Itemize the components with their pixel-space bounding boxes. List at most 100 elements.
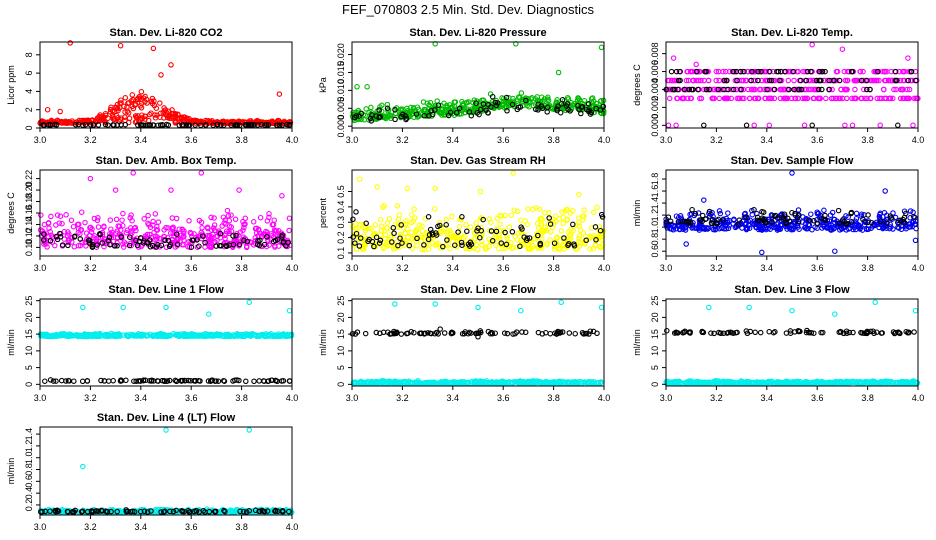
point-main (447, 245, 453, 252)
point-main (405, 233, 412, 240)
point-main (205, 234, 212, 240)
point-main (420, 99, 427, 105)
point-main-outlier (510, 170, 517, 176)
point-main (48, 213, 54, 220)
point-main (836, 95, 842, 102)
y-tick-label: 1.4 (650, 197, 660, 210)
point-reference (157, 122, 164, 128)
point-main (408, 229, 415, 236)
point-main-outlier (839, 46, 846, 52)
point-main (257, 214, 264, 221)
point-reference (673, 68, 680, 75)
point-main (101, 235, 107, 242)
point-main-outlier (665, 122, 672, 129)
point-main (157, 114, 163, 120)
point-main (414, 226, 420, 232)
y-axis-label: percent (318, 197, 328, 228)
point-main (122, 95, 129, 101)
point-reference (400, 111, 406, 118)
point-reference (478, 106, 484, 113)
data-points (663, 299, 921, 387)
point-reference (777, 77, 783, 84)
point-main (368, 225, 374, 232)
y-tick-label: 0.000 (650, 114, 660, 137)
data-points (37, 427, 295, 516)
y-tick-label: 10 (24, 346, 34, 356)
point-main (683, 77, 690, 84)
point-main (408, 219, 415, 226)
point-main (463, 222, 469, 228)
point-main (426, 102, 432, 108)
y-tick-label: 25 (336, 296, 346, 306)
point-main (815, 95, 821, 102)
y-tick-label: 0.10 (24, 239, 34, 257)
point-main (379, 102, 385, 109)
point-reference (147, 244, 154, 250)
x-tick-label: 3.0 (346, 135, 359, 145)
point-reference (892, 68, 899, 75)
point-main (598, 98, 604, 104)
y-tick-label: 0.005 (336, 97, 346, 120)
point-main (806, 77, 812, 84)
point-reference (166, 243, 173, 250)
y-tick-label: 0.008 (650, 42, 660, 65)
point-reference (489, 93, 496, 100)
point-main (419, 223, 425, 229)
point-reference (369, 112, 375, 118)
point-main (852, 95, 859, 102)
point-reference (213, 243, 219, 249)
x-tick-label: 4.0 (598, 135, 611, 145)
point-main (673, 77, 680, 84)
point-main (573, 222, 579, 228)
point-reference (473, 100, 479, 106)
point-reference (721, 77, 728, 84)
point-reference (686, 86, 692, 93)
point-reference (441, 330, 448, 336)
point-main (352, 225, 359, 232)
point-reference (819, 68, 826, 75)
point-reference (155, 242, 161, 248)
point-main (486, 228, 493, 234)
point-main (82, 219, 88, 226)
point-main-outlier (701, 197, 707, 203)
point-reference (808, 68, 814, 75)
point-reference (749, 68, 755, 75)
point-main-outlier (693, 61, 699, 68)
point-reference (89, 241, 96, 248)
point-main (884, 68, 890, 75)
point-reference (236, 241, 243, 248)
point-main-outlier (279, 193, 285, 199)
x-tick-label: 3.4 (761, 135, 774, 145)
point-main (162, 107, 168, 114)
point-main (533, 205, 539, 211)
point-main (711, 95, 717, 102)
point-main-outlier (832, 311, 838, 317)
point-reference (85, 237, 92, 244)
point-reference (384, 105, 391, 112)
point-reference (54, 236, 61, 243)
point-main (830, 95, 836, 102)
point-main (538, 243, 545, 249)
point-main (383, 241, 390, 248)
point-reference (249, 122, 255, 128)
point-main (360, 221, 366, 228)
point-main (590, 245, 597, 252)
point-main (582, 240, 588, 247)
x-tick-label: 3.6 (497, 263, 510, 273)
point-reference (671, 86, 678, 93)
point-main (438, 230, 444, 236)
point-reference (79, 378, 86, 385)
point-reference (71, 378, 77, 384)
data-points (349, 299, 605, 387)
point-main (62, 119, 69, 126)
y-tick-label: 0.5 (336, 185, 346, 198)
point-reference (47, 238, 54, 244)
point-main (817, 95, 823, 102)
point-main (799, 95, 806, 102)
point-main (785, 77, 792, 84)
y-tick-label: 1.8 (650, 173, 660, 186)
point-main (226, 228, 232, 235)
point-main-outlier (706, 304, 712, 311)
